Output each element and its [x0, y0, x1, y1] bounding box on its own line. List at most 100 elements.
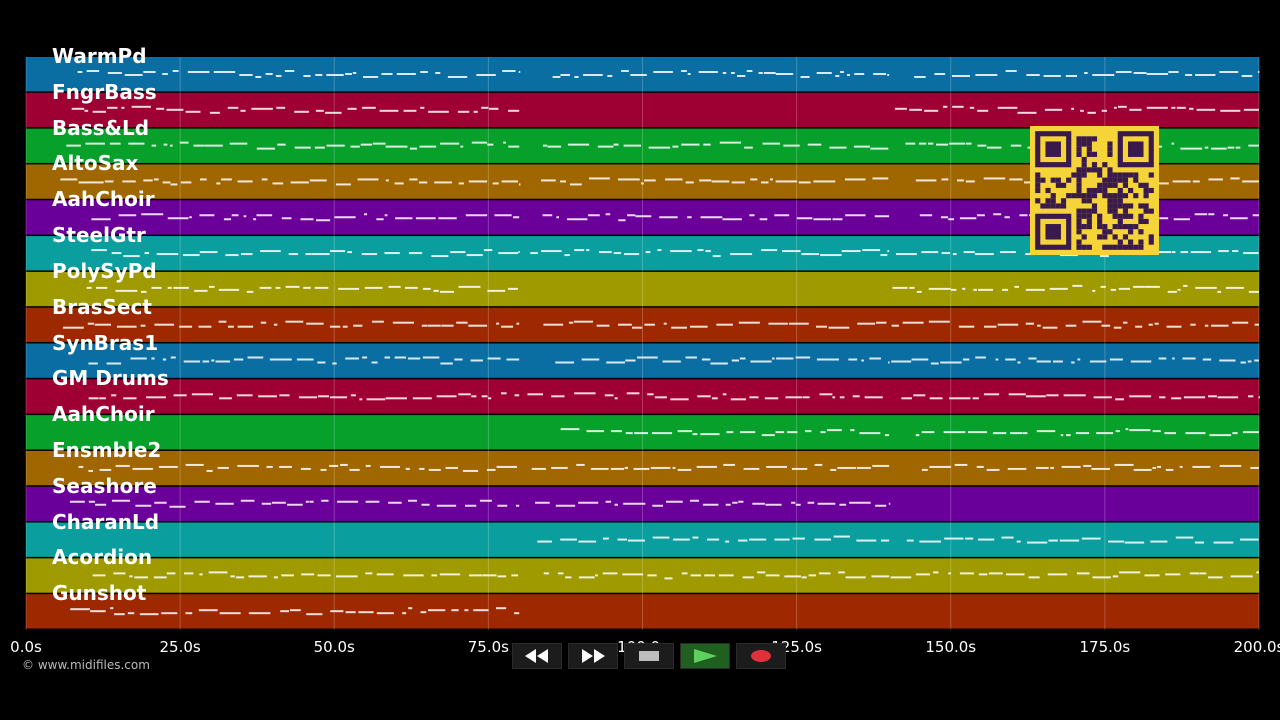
note [1028, 576, 1040, 579]
note [231, 214, 239, 217]
note [325, 111, 342, 114]
stop-button[interactable] [624, 643, 674, 669]
note [258, 395, 277, 398]
note [891, 324, 899, 327]
note [962, 287, 966, 290]
note [284, 70, 295, 72]
note [219, 612, 241, 615]
note [892, 286, 908, 289]
note [107, 72, 122, 74]
note [974, 253, 994, 256]
note [555, 361, 575, 364]
note [436, 504, 457, 507]
note [305, 253, 312, 256]
note [303, 286, 311, 289]
note [1164, 432, 1177, 435]
note [317, 361, 326, 364]
note [995, 358, 999, 361]
note [194, 500, 210, 503]
note [506, 358, 520, 361]
note [345, 357, 359, 360]
note [405, 467, 410, 470]
note [92, 110, 107, 113]
note [685, 356, 697, 359]
note [574, 76, 579, 78]
note [772, 357, 775, 360]
note [1001, 536, 1014, 539]
note [613, 143, 619, 146]
note [815, 325, 827, 328]
note [123, 397, 137, 400]
note [1112, 575, 1119, 578]
note [599, 251, 612, 254]
note [316, 219, 331, 222]
copyright-text: © www.midifiles.com [22, 658, 150, 672]
note [1144, 285, 1160, 288]
note [272, 182, 284, 185]
note [208, 571, 228, 574]
note [415, 217, 436, 220]
note [1166, 325, 1182, 328]
note [648, 146, 671, 149]
note [531, 467, 547, 470]
note [110, 607, 114, 610]
note [240, 109, 246, 112]
note [969, 106, 975, 109]
note [385, 179, 389, 182]
note [1207, 576, 1223, 579]
rewind-button[interactable] [512, 643, 562, 669]
note [1171, 106, 1176, 109]
note [96, 286, 108, 289]
note [1180, 147, 1203, 150]
record-button[interactable] [736, 643, 786, 669]
note [873, 73, 887, 75]
note [1082, 320, 1102, 323]
note [1092, 289, 1096, 292]
note [489, 107, 499, 110]
note [872, 177, 889, 180]
note [909, 108, 923, 111]
note [808, 574, 816, 577]
note [301, 573, 315, 576]
note [156, 107, 165, 110]
note [95, 503, 107, 506]
note [1042, 326, 1058, 329]
note [1028, 357, 1037, 360]
note [1150, 540, 1168, 543]
note [872, 464, 890, 467]
note [1219, 359, 1236, 362]
note [701, 358, 711, 361]
note [1009, 178, 1023, 181]
note [237, 180, 253, 183]
note [934, 73, 946, 75]
note [347, 251, 353, 254]
note [880, 539, 890, 542]
note [875, 504, 887, 507]
track-label: BrasSect [52, 294, 152, 319]
note [677, 468, 692, 471]
note [1165, 573, 1181, 576]
note [1113, 326, 1122, 329]
note [975, 74, 998, 76]
note [929, 397, 943, 400]
note [180, 181, 192, 184]
fast-forward-button[interactable] [568, 643, 618, 669]
note [943, 105, 948, 108]
note [1159, 396, 1166, 399]
note [749, 396, 759, 399]
note [543, 323, 564, 326]
note [891, 360, 912, 363]
note [890, 576, 912, 579]
note [329, 396, 348, 399]
note [784, 575, 801, 578]
note [185, 463, 204, 466]
note [1254, 323, 1259, 326]
note [902, 321, 924, 324]
note [590, 467, 609, 470]
note [151, 144, 157, 147]
note [738, 500, 744, 503]
play-button[interactable] [680, 643, 730, 669]
note [954, 463, 968, 466]
note [1172, 180, 1191, 183]
